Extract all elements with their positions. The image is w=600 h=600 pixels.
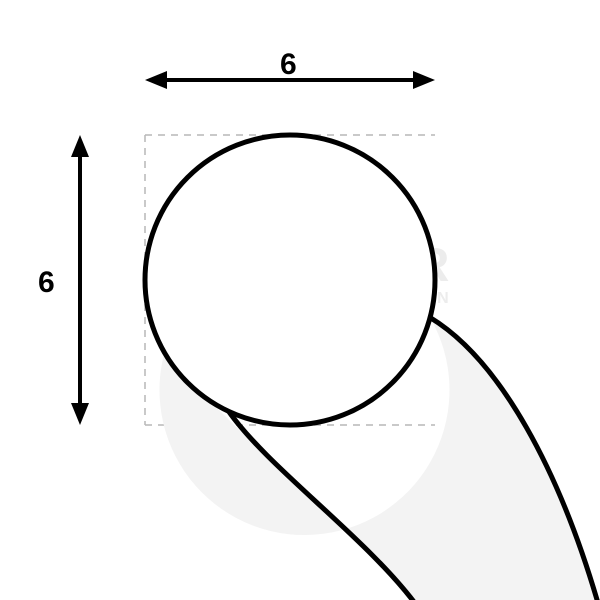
diagram-svg bbox=[0, 0, 600, 600]
diagram-stage: STEIGNER DICHTUNGEN 6 6 bbox=[0, 0, 600, 600]
cross-section-circle bbox=[145, 135, 435, 425]
dimension-left-label: 6 bbox=[38, 266, 55, 300]
dimension-top-label: 6 bbox=[280, 48, 297, 82]
